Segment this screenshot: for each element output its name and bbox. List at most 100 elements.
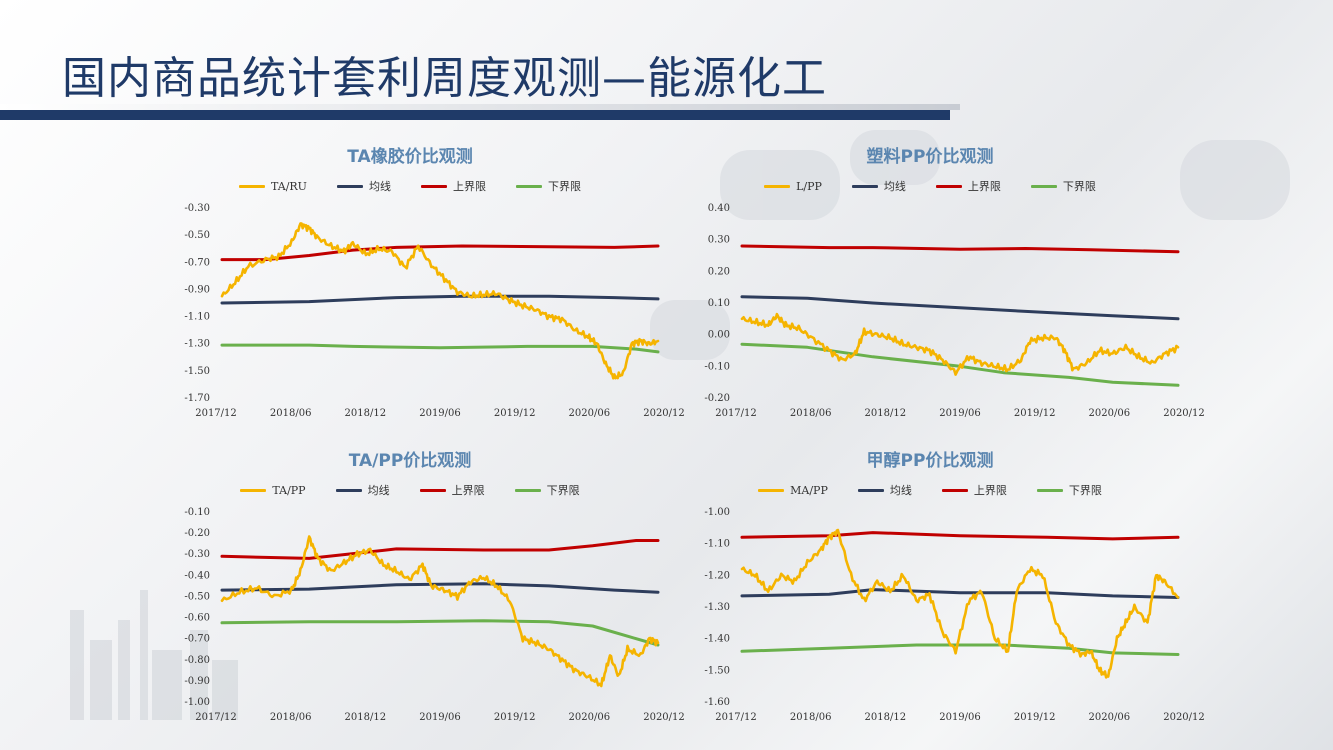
legend-item-mean: 均线 bbox=[336, 178, 391, 194]
y-tick-label: -0.50 bbox=[184, 230, 210, 241]
chart-ma-pp: 甲醇PP价比观测 MA/PP 均线 上界限 下界限 -1.00 -1.10 -1.20 -1… bbox=[670, 446, 1204, 726]
y-tick-label: 0.20 bbox=[708, 266, 730, 277]
legend-swatch bbox=[514, 488, 541, 492]
legend-item-lower: 下界限 bbox=[1030, 178, 1096, 194]
y-tick-label: -0.40 bbox=[184, 570, 210, 581]
legend-item-ratio: TA/RU bbox=[239, 178, 307, 194]
x-tick-label: 2020/12 bbox=[1163, 408, 1205, 419]
y-tick-label: -0.30 bbox=[184, 549, 210, 560]
legend-swatch bbox=[336, 184, 363, 188]
y-tick-label: -1.10 bbox=[704, 539, 730, 550]
legend-item-upper: 上界限 bbox=[420, 178, 486, 194]
y-tick-label: -1.00 bbox=[184, 697, 210, 708]
x-tick-label: 2019/06 bbox=[939, 712, 981, 723]
legend-item-lower: 下界限 bbox=[514, 482, 580, 498]
x-tick-label: 2018/06 bbox=[270, 408, 312, 419]
y-tick-label: -1.40 bbox=[704, 634, 730, 645]
y-tick-label: -0.10 bbox=[704, 361, 730, 372]
y-tick-label: -1.70 bbox=[184, 393, 210, 404]
legend-label: TA/RU bbox=[271, 179, 307, 193]
series-line-mean bbox=[220, 582, 660, 594]
x-tick-label: 2018/12 bbox=[345, 712, 387, 723]
y-tick-label: -1.50 bbox=[704, 665, 730, 676]
x-tick-label: 2018/06 bbox=[790, 712, 832, 723]
chart-plot: 0.40 0.30 0.20 0.10 0.00 -0.10 -0.20 2017/12 201… bbox=[704, 203, 1204, 419]
chart-title: TA/PP价比观测 bbox=[348, 451, 472, 471]
series-line-ratio bbox=[740, 312, 1180, 376]
x-tick-label: 2018/06 bbox=[790, 408, 832, 419]
x-tick-label: 2020/12 bbox=[1163, 712, 1205, 723]
y-tick-label: -0.70 bbox=[184, 257, 210, 268]
y-tick-label: -0.50 bbox=[184, 591, 210, 602]
series-line-ratio bbox=[220, 535, 660, 688]
legend-label: 均线 bbox=[883, 180, 906, 193]
y-tick-label: 0.30 bbox=[708, 235, 730, 246]
x-tick-label: 2018/12 bbox=[345, 408, 387, 419]
y-tick-label: -1.30 bbox=[704, 602, 730, 613]
legend-label: 上界限 bbox=[973, 484, 1007, 497]
series-line-upper bbox=[740, 244, 1180, 254]
legend-swatch bbox=[420, 184, 447, 188]
y-tick-label: 0.00 bbox=[708, 330, 730, 341]
x-tick-label: 2018/12 bbox=[865, 408, 907, 419]
chart-legend: TA/RU 均线 上界限 下界限 bbox=[150, 178, 670, 194]
y-tick-label: -0.20 bbox=[184, 528, 210, 539]
x-tick-label: 2017/12 bbox=[715, 408, 757, 419]
series-line-upper bbox=[740, 531, 1180, 541]
x-tick-label: 2017/12 bbox=[715, 712, 757, 723]
y-tick-label: -1.10 bbox=[184, 312, 210, 323]
series-line-lower bbox=[740, 342, 1180, 387]
chart-plot: -0.10 -0.20 -0.30 -0.40 -0.50 -0.60 -0.70 -0.80… bbox=[184, 507, 684, 723]
legend-item-mean: 均线 bbox=[851, 178, 906, 194]
legend-label: TA/PP bbox=[272, 483, 306, 497]
legend-swatch bbox=[515, 184, 542, 188]
y-tick-label: 0.40 bbox=[708, 203, 730, 214]
y-tick-label: -0.70 bbox=[184, 634, 210, 645]
legend-label: L/PP bbox=[796, 179, 822, 193]
legend-label: MA/PP bbox=[790, 483, 828, 497]
legend-item-lower: 下界限 bbox=[515, 178, 581, 194]
legend-label: 均线 bbox=[368, 180, 391, 193]
y-tick-label: -0.20 bbox=[704, 393, 730, 404]
x-tick-label: 2020/06 bbox=[569, 408, 611, 419]
y-tick-label: 0.10 bbox=[708, 298, 730, 309]
legend-swatch bbox=[941, 488, 968, 492]
x-tick-label: 2019/06 bbox=[419, 408, 461, 419]
series-line-ratio bbox=[220, 222, 660, 380]
x-tick-label: 2019/06 bbox=[939, 408, 981, 419]
legend-swatch bbox=[1030, 184, 1057, 188]
legend-swatch bbox=[851, 184, 878, 188]
y-tick-label: -1.00 bbox=[704, 507, 730, 518]
y-tick-label: -0.30 bbox=[184, 203, 210, 214]
legend-label: 均线 bbox=[889, 484, 912, 497]
chart-ta-ru: TA橡胶价比观测 TA/RU 均线 上界限 下界限 -0.30 -0.50 -0.70 -0… bbox=[150, 142, 684, 422]
title-underline-highlight bbox=[0, 104, 960, 110]
series-line-lower bbox=[220, 343, 660, 354]
x-tick-label: 2018/06 bbox=[270, 712, 312, 723]
x-tick-label: 2020/06 bbox=[569, 712, 611, 723]
series-line-mean bbox=[740, 588, 1180, 599]
x-tick-label: 2017/12 bbox=[195, 408, 237, 419]
y-tick-label: -1.60 bbox=[704, 697, 730, 708]
legend-label: 上界限 bbox=[452, 180, 486, 193]
legend-item-ratio: TA/PP bbox=[240, 482, 306, 498]
y-tick-label: -0.90 bbox=[184, 676, 210, 687]
legend-swatch bbox=[239, 184, 266, 188]
chart-title: TA橡胶价比观测 bbox=[347, 147, 473, 167]
legend-label: 下界限 bbox=[547, 180, 581, 193]
series-line-ratio bbox=[740, 528, 1180, 679]
y-tick-label: -1.50 bbox=[184, 366, 210, 377]
legend-item-upper: 上界限 bbox=[941, 482, 1007, 498]
chart-ta-pp: TA/PP价比观测 TA/PP 均线 上界限 下界限 -0.10 -0.20 -0.30-… bbox=[150, 446, 684, 726]
series-line-mean bbox=[220, 294, 660, 305]
legend-item-upper: 上界限 bbox=[419, 482, 485, 498]
title-underline-bar bbox=[0, 110, 950, 120]
y-tick-label: -1.20 bbox=[704, 570, 730, 581]
legend-item-ratio: MA/PP bbox=[758, 482, 828, 498]
x-tick-label: 2019/06 bbox=[419, 712, 461, 723]
y-tick-label: -0.10 bbox=[184, 507, 210, 518]
legend-swatch bbox=[335, 488, 362, 492]
series-line-upper bbox=[220, 244, 660, 262]
series-line-mean bbox=[740, 295, 1180, 321]
y-tick-label: -1.30 bbox=[184, 339, 210, 350]
